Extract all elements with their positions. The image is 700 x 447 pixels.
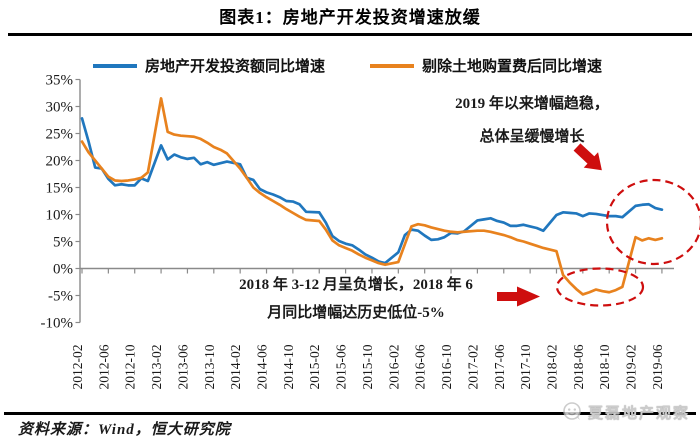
annotation-2019-trend: 2019 年以来增幅趋稳， 总体呈缓慢增长 bbox=[399, 88, 665, 154]
x-tick-label: 2018-10 bbox=[597, 344, 612, 389]
legend-item-ex-land: 剔除土地购置费后同比增速 bbox=[370, 55, 602, 76]
chart-title: 图表1：房地产开发投资增速放缓 bbox=[219, 8, 481, 27]
annotation-2019-line1: 2019 年以来增幅趋稳， bbox=[455, 96, 609, 112]
x-tick-label: 2016-02 bbox=[386, 345, 401, 390]
x-tick-label: 2013-10 bbox=[202, 344, 217, 389]
legend-swatch-blue bbox=[93, 63, 137, 68]
legend-item-investment: 房地产开发投资额同比增速 bbox=[93, 55, 325, 76]
x-tick-label: 2018-06 bbox=[571, 344, 586, 389]
x-tick-label: 2017-06 bbox=[492, 344, 507, 389]
annotation-2018-line1: 2018 年 3-12 月呈负增长，2018 年 6 bbox=[239, 277, 473, 293]
annotation-2019-line2: 总体呈缓慢增长 bbox=[479, 129, 585, 145]
red-arrow-down-right-icon bbox=[573, 143, 602, 171]
x-tick-label: 2013-02 bbox=[149, 345, 164, 390]
x-tick-label: 2017-10 bbox=[518, 344, 533, 389]
footer-rule bbox=[4, 412, 696, 415]
x-tick-label: 2016-10 bbox=[439, 344, 454, 389]
x-tick-label: 2015-06 bbox=[334, 344, 349, 389]
y-tick-label: 25% bbox=[46, 127, 74, 143]
y-tick-label: 5% bbox=[53, 235, 73, 251]
y-tick-label: 30% bbox=[46, 100, 74, 116]
data-lines bbox=[80, 97, 664, 296]
x-tick-label: 2015-02 bbox=[307, 345, 322, 390]
red-arrow-right-icon bbox=[497, 286, 540, 307]
annotation-2018-negative: 2018 年 3-12 月呈负增长，2018 年 6 月同比增幅达历史低位-5% bbox=[204, 271, 508, 327]
y-axis-ticks: 35% 30% 25% 20% 15% 10% 5% 0% -5% -10% bbox=[41, 73, 80, 332]
x-tick-label: 2018-02 bbox=[544, 345, 559, 390]
y-tick-label: -5% bbox=[48, 289, 73, 305]
title-divider-rule bbox=[8, 33, 692, 36]
series-line-0 bbox=[80, 117, 664, 265]
y-tick-label: -10% bbox=[41, 316, 74, 332]
axes bbox=[79, 79, 674, 323]
x-tick-label: 2014-06 bbox=[255, 344, 270, 389]
y-tick-label: 15% bbox=[46, 181, 74, 197]
y-tick-label: 20% bbox=[46, 154, 74, 170]
highlight-ellipse-2019 bbox=[605, 178, 700, 266]
legend-swatch-orange bbox=[370, 63, 414, 68]
x-tick-label: 2012-06 bbox=[96, 344, 111, 389]
x-tick-label: 2017-02 bbox=[465, 345, 480, 390]
x-tick-label: 2013-06 bbox=[175, 344, 190, 389]
y-tick-label: 0% bbox=[53, 262, 73, 278]
x-tick-label: 2019-02 bbox=[624, 345, 639, 390]
x-tick-label: 2015-10 bbox=[360, 344, 375, 389]
series-line-1 bbox=[80, 97, 664, 296]
x-tick-label: 2012-02 bbox=[70, 345, 85, 390]
x-tick-label: 2014-02 bbox=[228, 345, 243, 390]
annotation-2018-line2: 月同比增幅达历史低位-5% bbox=[267, 305, 445, 321]
x-tick-label: 2016-06 bbox=[413, 344, 428, 389]
x-tick-label: 2019-06 bbox=[650, 344, 665, 389]
legend-label-investment: 房地产开发投资额同比增速 bbox=[145, 59, 326, 75]
y-tick-label: 10% bbox=[46, 208, 74, 224]
legend-label-ex-land: 剔除土地购置费后同比增速 bbox=[422, 59, 603, 75]
y-tick-label: 35% bbox=[46, 73, 74, 89]
x-tick-label: 2014-10 bbox=[281, 344, 296, 389]
legend: 房地产开发投资额同比增速 剔除土地购置费后同比增速 bbox=[0, 55, 700, 75]
x-tick-label: 2012-10 bbox=[123, 344, 138, 389]
x-axis-ticks: 2012-02 2012-06 2012-10 2013-02 2013-06 2013-… bbox=[70, 268, 665, 390]
highlight-ellipse-2018-dip bbox=[555, 267, 645, 307]
source-note: 资料来源：Wind，恒大研究院 bbox=[18, 422, 231, 438]
